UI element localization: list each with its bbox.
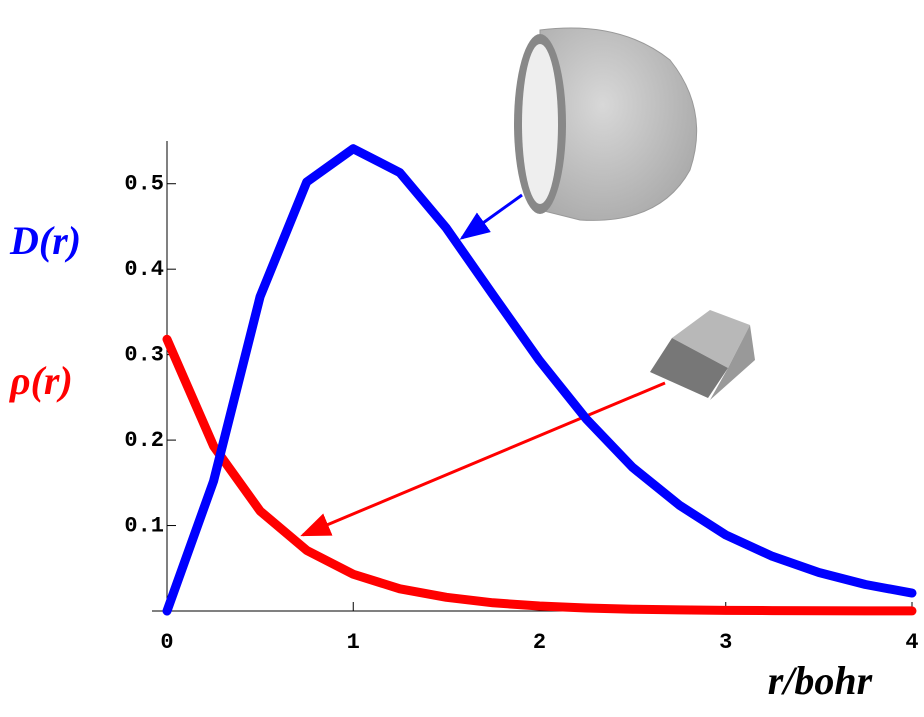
y-tick-label: 0.4 (124, 257, 164, 282)
x-axis-label: r/bohr (768, 658, 873, 703)
data-line (162, 144, 917, 616)
arrow (300, 381, 666, 537)
x-tick-label: 1 (347, 630, 360, 655)
y-tick-label: 0.5 (124, 172, 164, 197)
y-tick-label: 0.2 (124, 428, 164, 453)
series-label: ρ(r) (9, 358, 73, 403)
data-line (162, 334, 917, 616)
x-tick-label: 2 (533, 630, 546, 655)
shell-icon (514, 27, 698, 221)
y-tick-label: 0.3 (124, 342, 164, 367)
arrow (459, 193, 523, 240)
x-tick-label: 3 (719, 630, 732, 655)
x-tick-label: 0 (160, 630, 173, 655)
y-tick-label: 0.1 (124, 513, 164, 538)
x-tick-label: 4 (905, 630, 918, 655)
cube-icon (650, 310, 755, 400)
series-label: D(r) (9, 218, 81, 263)
